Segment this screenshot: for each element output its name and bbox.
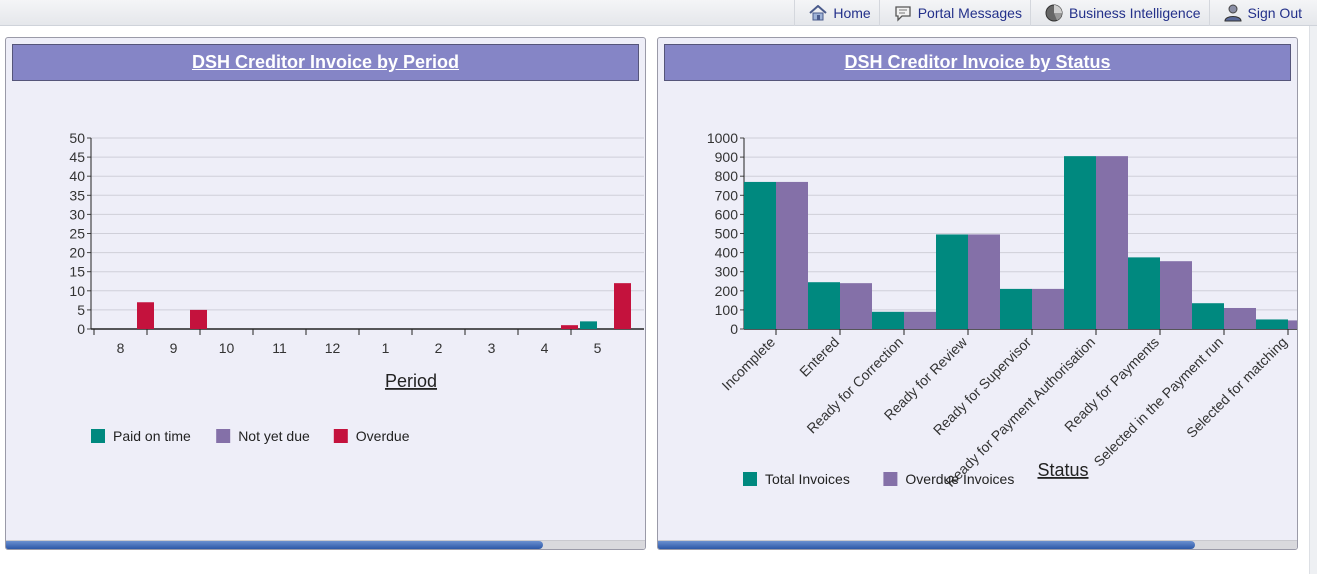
period-ytick-label: 20 bbox=[69, 245, 85, 261]
page-scrollbar[interactable] bbox=[1309, 26, 1317, 574]
nav-portal-messages-label: Portal Messages bbox=[917, 5, 1022, 21]
home-icon bbox=[809, 5, 828, 21]
period-panel-header: DSH Creditor Invoice by Period bbox=[12, 44, 639, 81]
period-bar-overdue-9 bbox=[190, 309, 207, 329]
status-bar-overdue-invoices-ready-for-payments bbox=[1160, 261, 1192, 329]
period-ytick-label: 0 bbox=[77, 321, 85, 337]
period-xtick-label: 2 bbox=[435, 340, 443, 356]
period-ytick-label: 5 bbox=[77, 302, 85, 318]
status-bar-total-invoices-ready-for-payments bbox=[1128, 257, 1160, 329]
status-bar-total-invoices-ready-for-correction bbox=[872, 311, 904, 329]
period-xtick-label: 12 bbox=[325, 340, 341, 356]
period-ytick-label: 50 bbox=[69, 130, 85, 146]
status-bar-total-invoices-ready-for-supervisor bbox=[1000, 288, 1032, 329]
period-legend-label-not-yet-due: Not yet due bbox=[238, 428, 310, 444]
status-ytick-label: 200 bbox=[715, 283, 739, 299]
status-bar-overdue-invoices-ready-for-review bbox=[968, 234, 1000, 329]
period-x-axis-label: Period bbox=[385, 371, 437, 391]
status-ytick-label: 600 bbox=[715, 206, 739, 222]
status-bar-chart: 0 100 200 300 400 500 600 700 800 900 1000 Incomple… bbox=[707, 130, 1297, 490]
period-ytick-label: 15 bbox=[69, 264, 85, 280]
message-icon bbox=[894, 5, 912, 22]
status-legend-swatch-overdue-invoices bbox=[883, 472, 898, 486]
period-ytick-label: 35 bbox=[69, 187, 85, 203]
period-bar-overdue-4 bbox=[561, 325, 578, 329]
period-ytick-label: 25 bbox=[69, 226, 85, 242]
period-bar-paid-on-time-5 bbox=[580, 321, 597, 329]
nav-portal-messages-link[interactable]: Portal Messages bbox=[878, 0, 1030, 26]
status-ytick-label: 100 bbox=[715, 302, 739, 318]
period-legend-label-overdue: Overdue bbox=[356, 428, 410, 444]
status-panel-progress-fill bbox=[658, 541, 1195, 549]
period-xtick-label: 4 bbox=[541, 340, 549, 356]
status-ytick-label: 500 bbox=[715, 226, 739, 242]
status-ytick-label: 300 bbox=[715, 264, 739, 280]
period-panel-progress-fill bbox=[6, 541, 543, 549]
nav-business-intelligence-link[interactable]: Business Intelligence bbox=[1029, 0, 1209, 26]
status-panel-header: DSH Creditor Invoice by Status bbox=[664, 44, 1291, 81]
period-xtick-label: 3 bbox=[488, 340, 496, 356]
status-bar-overdue-invoices-selected-in-the-payment-run bbox=[1224, 307, 1256, 329]
period-bar-overdue-8 bbox=[137, 302, 154, 329]
period-bar-overdue-5 bbox=[614, 283, 631, 329]
period-xtick-label: 8 bbox=[117, 340, 125, 356]
status-bar-overdue-invoices-ready-for-supervisor bbox=[1032, 288, 1064, 329]
period-ytick-label: 45 bbox=[69, 149, 85, 165]
nav-business-intelligence-label: Business Intelligence bbox=[1068, 5, 1201, 21]
top-nav: Home Portal Messages Business Intellig bbox=[794, 0, 1310, 26]
status-bar-total-invoices-selected-in-the-payment-run bbox=[1192, 303, 1224, 329]
status-xtick-label: Entered bbox=[796, 334, 842, 380]
status-bar-total-invoices-ready-for-review bbox=[936, 234, 968, 329]
status-ytick-label: 0 bbox=[730, 321, 738, 337]
status-ytick-label: 400 bbox=[715, 245, 739, 261]
status-legend-swatch-total-invoices bbox=[743, 472, 757, 486]
status-chart-panel: DSH Creditor Invoice by Status 0 100 200 30… bbox=[657, 37, 1298, 550]
period-legend-label-paid-on-time: Paid on time bbox=[113, 428, 191, 444]
status-chart-title-link[interactable]: DSH Creditor Invoice by Status bbox=[844, 52, 1111, 72]
status-legend-label-overdue-invoices: Overdue Invoices bbox=[905, 471, 1014, 487]
status-panel-progress-bar[interactable] bbox=[658, 540, 1297, 549]
period-legend-swatch-paid-on-time bbox=[91, 429, 105, 443]
status-bar-total-invoices-incomplete bbox=[744, 181, 776, 329]
period-legend-swatch-overdue bbox=[333, 429, 348, 443]
period-xtick-label: 5 bbox=[594, 340, 602, 356]
period-chart-panel: DSH Creditor Invoice by Period 0 5 10 15 20 2… bbox=[5, 37, 646, 550]
period-xtick-label: 10 bbox=[219, 340, 235, 356]
period-ytick-label: 10 bbox=[69, 283, 85, 299]
status-ytick-label: 800 bbox=[715, 168, 739, 184]
status-bar-overdue-invoices-ready-for-payment-authorisation bbox=[1096, 156, 1128, 329]
status-bar-overdue-invoices-incomplete bbox=[776, 181, 808, 329]
status-bar-total-invoices-selected-for-matching bbox=[1256, 319, 1288, 329]
nav-home-link[interactable]: Home bbox=[794, 0, 878, 26]
status-ytick-label: 1000 bbox=[707, 130, 738, 146]
status-xtick-label: Selected in the Payment run bbox=[1090, 334, 1226, 470]
period-legend-swatch-not-yet-due bbox=[216, 429, 231, 443]
status-ytick-label: 700 bbox=[715, 187, 739, 203]
period-xtick-label: 1 bbox=[382, 340, 390, 356]
nav-sign-out-link[interactable]: Sign Out bbox=[1208, 0, 1310, 26]
status-bar-overdue-invoices-entered bbox=[840, 283, 872, 329]
nav-sign-out-label: Sign Out bbox=[1247, 5, 1302, 21]
top-navigation-bar: Home Portal Messages Business Intellig bbox=[0, 0, 1317, 26]
nav-home-label: Home bbox=[833, 5, 871, 21]
status-x-axis-label: Status bbox=[1037, 460, 1088, 480]
pie-chart-icon bbox=[1045, 4, 1063, 22]
period-ytick-label: 30 bbox=[69, 206, 85, 222]
period-xtick-label: 9 bbox=[170, 340, 178, 356]
status-bar-overdue-invoices-selected-for-matching bbox=[1288, 320, 1297, 329]
user-icon bbox=[1224, 4, 1242, 22]
period-xtick-label: 11 bbox=[272, 340, 287, 356]
period-chart-title-link[interactable]: DSH Creditor Invoice by Period bbox=[191, 52, 460, 72]
status-ytick-label: 900 bbox=[715, 149, 739, 165]
period-ytick-label: 40 bbox=[69, 168, 85, 184]
period-panel-progress-bar[interactable] bbox=[6, 540, 645, 549]
status-bar-total-invoices-ready-for-payment-authorisation bbox=[1064, 156, 1096, 329]
status-xtick-label: Incomplete bbox=[718, 334, 778, 394]
status-bar-overdue-invoices-ready-for-correction bbox=[904, 311, 936, 329]
status-bar-total-invoices-entered bbox=[808, 282, 840, 329]
status-legend-label-total-invoices: Total Invoices bbox=[765, 471, 850, 487]
